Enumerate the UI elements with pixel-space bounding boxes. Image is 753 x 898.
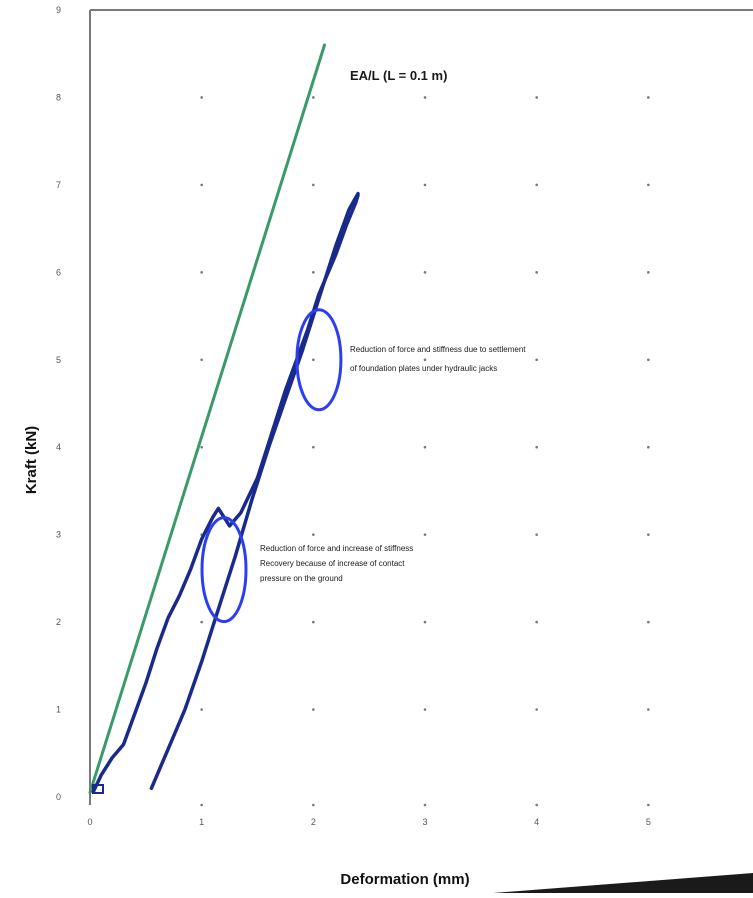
annotation-ellipse-2 — [200, 516, 248, 624]
y-tick-label: 1 — [56, 705, 61, 715]
grid-point — [200, 445, 203, 449]
grid-point — [423, 620, 427, 624]
grid-point — [535, 803, 538, 807]
grid-point — [647, 708, 650, 711]
grid-point — [647, 445, 650, 449]
grid-point — [535, 445, 538, 449]
grid-point — [200, 620, 203, 624]
grid-point — [423, 533, 427, 536]
x-tick-label: 0 — [87, 817, 92, 827]
grid-point — [423, 445, 427, 449]
x-tick-label: 2 — [311, 817, 316, 827]
grid-point — [312, 803, 315, 807]
page-shadow-edge — [493, 873, 753, 893]
grid-point — [423, 708, 427, 711]
grid-point — [535, 533, 538, 536]
y-tick-label: 3 — [56, 530, 61, 540]
y-tick-label: 9 — [56, 5, 61, 15]
grid-point — [312, 183, 315, 187]
y-tick-label: 2 — [56, 617, 61, 627]
grid-point — [647, 271, 650, 274]
ea-l-label: EA/L (L = 0.1 m) — [350, 68, 447, 83]
grid-point — [647, 358, 650, 362]
y-axis-title: Kraft (kN) — [23, 426, 40, 494]
grid-point — [312, 708, 315, 711]
grid-point — [535, 620, 538, 624]
grid-point — [647, 183, 650, 187]
y-tick-label: 0 — [56, 792, 61, 802]
grid-point — [312, 445, 315, 449]
grid-point — [423, 271, 427, 274]
y-tick-label: 5 — [56, 355, 61, 365]
annotations: Reduction of force and stiffness due to … — [200, 308, 526, 624]
x-tick-label: 5 — [646, 817, 651, 827]
grid-point — [200, 358, 203, 362]
grid-point — [312, 271, 315, 274]
grid-point — [312, 358, 315, 362]
annotation-1-line-1: Reduction of force and stiffness due to … — [350, 345, 526, 354]
grid-point — [200, 708, 203, 711]
grid-point — [647, 533, 650, 536]
grid-point — [647, 96, 650, 99]
grid-point — [647, 620, 650, 624]
series-line-3 — [149, 191, 360, 791]
series-lines — [88, 43, 360, 795]
grid-point — [535, 183, 538, 187]
y-tick-label: 7 — [56, 180, 61, 190]
grid-point — [200, 803, 203, 807]
grid-point — [423, 803, 427, 807]
annotation-2-line-2: Recovery because of increase of contact — [260, 559, 405, 568]
tick-labels: 01234567890123456 — [56, 5, 651, 827]
axes — [89, 9, 753, 805]
x-axis-title: Deformation (mm) — [340, 871, 469, 888]
grid-point — [312, 96, 315, 99]
grid-point — [200, 96, 203, 99]
grid-point — [312, 620, 315, 624]
series-line-1 — [88, 43, 326, 795]
annotation-2-line-1: Reduction of force and increase of stiff… — [260, 544, 413, 553]
grid-point — [200, 271, 203, 274]
x-tick-label: 3 — [422, 817, 427, 827]
annotation-2-line-3: pressure on the ground — [260, 574, 343, 583]
series-line-2 — [91, 193, 360, 794]
annotation-1-line-2: of foundation plates under hydraulic jac… — [350, 364, 497, 373]
grid-point — [535, 358, 538, 362]
grid-point — [535, 96, 538, 99]
grid-point — [423, 183, 427, 187]
grid-point — [312, 533, 315, 536]
grid-point — [647, 803, 650, 807]
y-tick-label: 6 — [56, 267, 61, 277]
grid-point — [535, 708, 538, 711]
grid-point — [200, 183, 203, 187]
x-tick-label: 4 — [534, 817, 539, 827]
grid-point — [535, 271, 538, 274]
origin-marker — [92, 784, 104, 794]
grid-point — [423, 96, 427, 99]
grid-points — [200, 96, 650, 807]
y-tick-label: 8 — [56, 92, 61, 102]
annotation-ellipse-1 — [295, 308, 343, 412]
grid-point — [423, 358, 427, 362]
y-tick-label: 4 — [56, 442, 61, 452]
x-tick-label: 1 — [199, 817, 204, 827]
